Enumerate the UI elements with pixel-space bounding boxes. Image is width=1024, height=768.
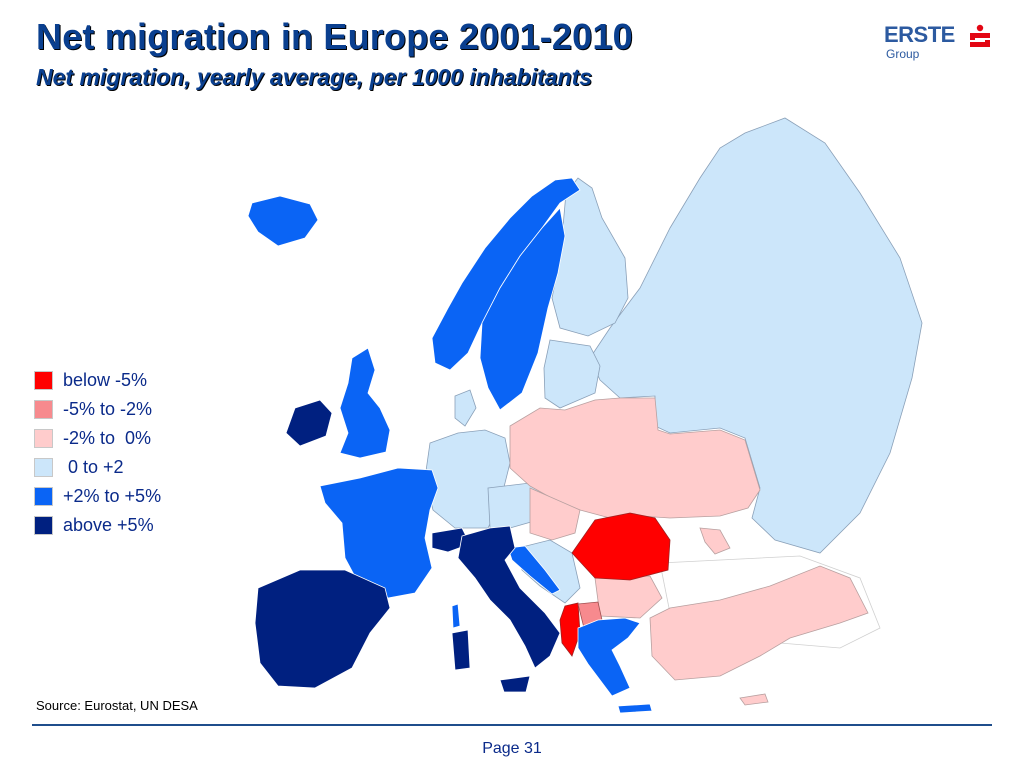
region-cyprus	[739, 693, 769, 706]
legend-label: -5% to -2%	[63, 399, 153, 419]
region-slovenia-croatia	[507, 545, 561, 595]
region-uk	[339, 347, 391, 459]
region-crete	[617, 703, 653, 714]
region-corsica	[451, 603, 461, 629]
region-sweden	[479, 207, 566, 411]
legend-swatch	[34, 487, 53, 506]
page-title: Net migration in Europe 2001-2010	[36, 16, 633, 57]
erste-group-logo: ERSTE Group	[884, 22, 994, 64]
logo-wordmark: ERSTE	[884, 22, 955, 47]
region-hungary-slovakia	[529, 487, 581, 541]
legend-swatch	[34, 371, 53, 390]
region-greece	[577, 617, 641, 697]
region-sicily	[499, 675, 531, 693]
region-finland	[551, 177, 629, 337]
savings-s-icon	[970, 24, 990, 47]
logo-group-text: Group	[886, 47, 920, 61]
legend-swatch	[34, 429, 53, 448]
region-ireland	[285, 399, 333, 447]
legend-swatch	[34, 400, 53, 419]
region-norway	[431, 177, 581, 371]
page-subtitle: Net migration, yearly average, per 1000 …	[36, 64, 593, 90]
region-baltics	[543, 339, 601, 409]
legend-label: below -5%	[63, 370, 148, 390]
footer-divider	[32, 724, 992, 726]
region-sardinia	[451, 629, 471, 671]
legend-label: 0 to +2	[63, 457, 124, 477]
legend-swatch	[34, 458, 53, 477]
region-romania	[571, 512, 671, 581]
region-iberia	[254, 569, 391, 689]
legend-swatch	[34, 516, 53, 535]
europe-map	[247, 117, 923, 714]
region-denmark	[454, 389, 477, 427]
region-albania	[559, 602, 581, 657]
legend-label: above +5%	[63, 515, 154, 535]
source-note: Source: Eurostat, UN DESA	[36, 698, 198, 713]
region-bulgaria	[594, 575, 663, 619]
region-iceland	[247, 195, 319, 247]
legend-label: -2% to 0%	[63, 428, 152, 448]
page-number: Page 31	[482, 740, 542, 757]
region-france	[319, 467, 439, 599]
region-italy	[457, 525, 561, 669]
region-moldova	[699, 527, 731, 555]
region-russia	[589, 117, 923, 554]
region-turkey	[649, 565, 869, 681]
legend-label: +2% to +5%	[63, 486, 162, 506]
